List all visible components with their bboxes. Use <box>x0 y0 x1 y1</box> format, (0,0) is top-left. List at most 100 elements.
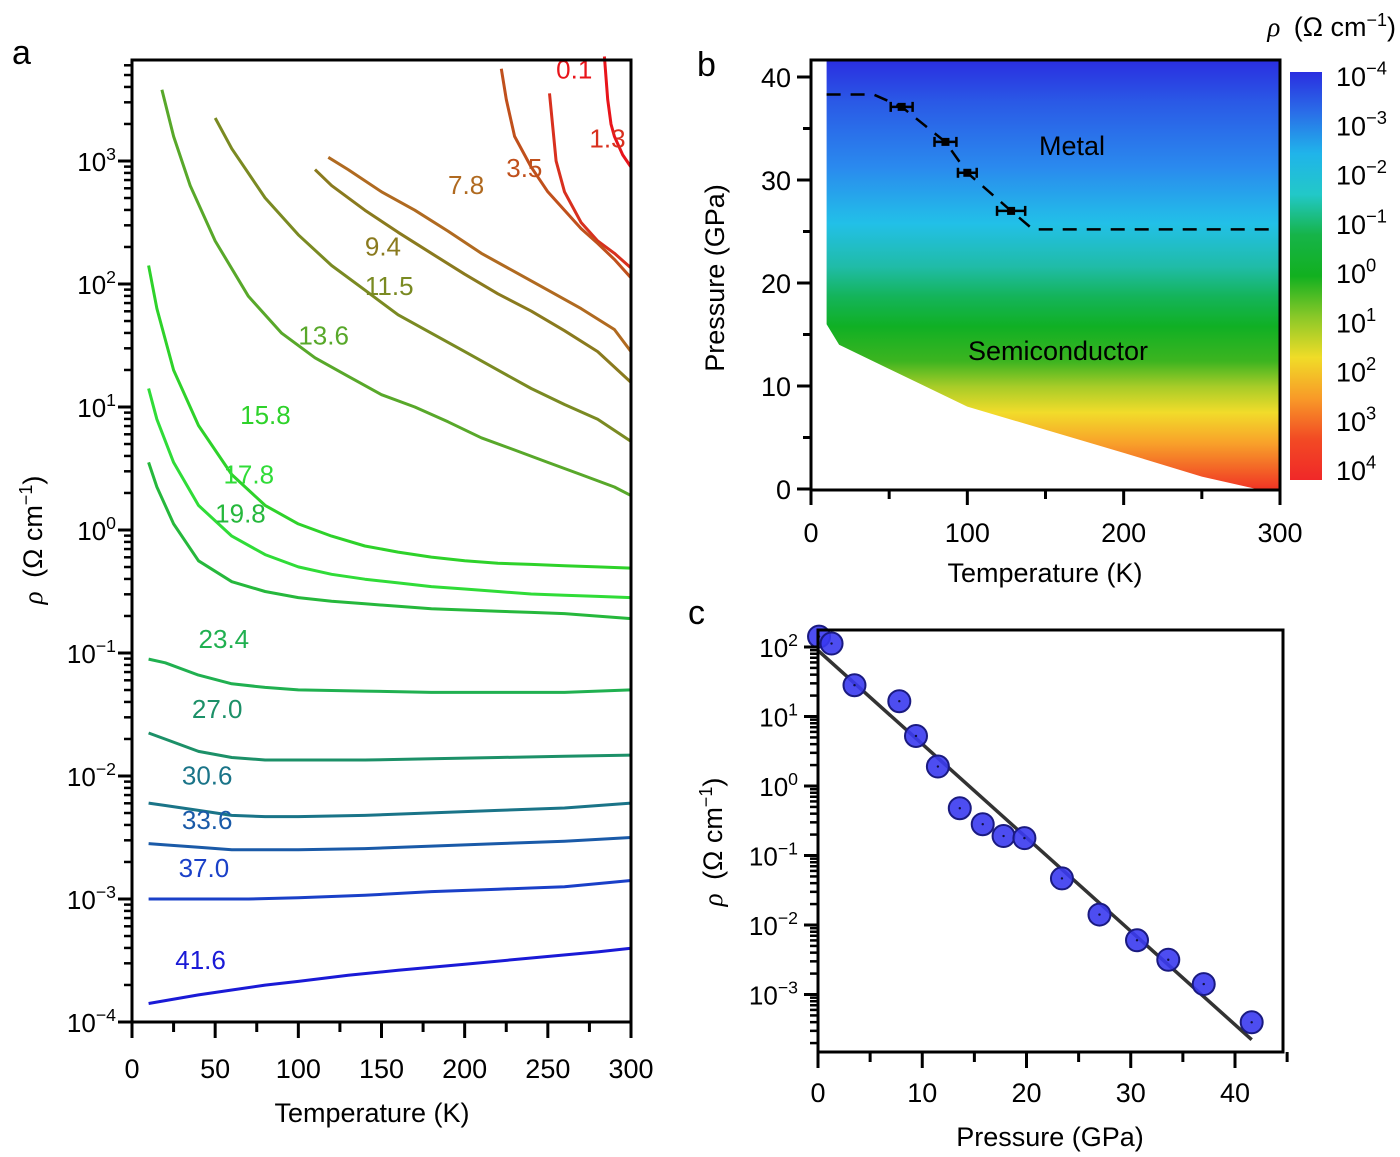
x-tick-label: 300 <box>1257 518 1302 548</box>
y-tick-label: 102 <box>759 630 798 663</box>
curve-label-37.0: 37.0 <box>179 853 230 883</box>
curve-23.4 <box>148 657 632 694</box>
fit-line <box>816 649 1253 1041</box>
y-tick-label: 101 <box>759 700 798 733</box>
colorbar-tick-label: 10−3 <box>1336 107 1387 141</box>
y-tick-label: 30 <box>761 166 791 196</box>
data-point <box>1239 1010 1264 1035</box>
curve-label-7.8: 7.8 <box>448 170 484 200</box>
data-point <box>1049 866 1074 891</box>
boundary-data-points <box>889 101 1027 216</box>
panel-c-y-ticks: 102 101 100 10−1 10−2 10−3 <box>749 630 818 1045</box>
curve-label-19.8: 19.8 <box>215 499 266 529</box>
panel-c-points <box>807 624 1264 1035</box>
point-center <box>853 684 856 687</box>
panel-c-x-ticks: 0 10 20 30 40 <box>810 1052 1289 1108</box>
x-tick-label: 10 <box>907 1078 937 1108</box>
data-point <box>947 796 972 821</box>
point-center <box>1060 877 1064 880</box>
curve-27.0 <box>148 731 632 762</box>
point-center <box>914 734 918 738</box>
curve-0.1 <box>602 56 633 168</box>
colorbar-title: ρ (Ω cm−1) <box>1266 10 1396 42</box>
x-tick-label: 150 <box>359 1054 404 1084</box>
colorbar-tick-label: 10−1 <box>1336 205 1387 239</box>
curve-11.5 <box>213 117 632 443</box>
y-tick-label: 100 <box>77 513 116 546</box>
curve-label-15.8: 15.8 <box>240 400 291 430</box>
panel-b-x-ticks: 0 100 200 300 <box>803 489 1303 548</box>
panel-label-c: c <box>688 594 705 632</box>
x-tick-label: 0 <box>124 1054 139 1084</box>
panel-c-x-axis-label: Pressure (GPa) <box>956 1122 1144 1152</box>
svg-text:ρ (Ω cm−1): ρ (Ω cm−1) <box>696 778 728 908</box>
y-tick-label: 40 <box>761 63 791 93</box>
data-point <box>991 824 1016 849</box>
curve-label-27.0: 27.0 <box>192 694 243 724</box>
data-point <box>842 673 867 698</box>
data-point <box>925 754 950 779</box>
curve-17.8 <box>147 388 632 600</box>
region-label-semiconductor: Semiconductor <box>968 336 1148 366</box>
panel-a-y-ticks: 10−4 10−3 10−2 10−1 100 101 102 103 <box>67 64 132 1038</box>
curve-19.8 <box>147 461 632 621</box>
point-center <box>1002 834 1005 838</box>
data-point <box>1125 928 1150 953</box>
y-tick-label: 102 <box>77 267 116 300</box>
colorbar-tick-label: 104 <box>1336 452 1376 486</box>
x-tick-label: 100 <box>945 518 990 548</box>
y-tick-label: 10 <box>761 372 791 402</box>
data-point <box>887 689 912 714</box>
curve-13.6 <box>160 89 632 497</box>
colorbar <box>1290 72 1322 480</box>
y-tick-label: 20 <box>761 269 791 299</box>
metal-semiconductor-boundary-line <box>826 93 1280 231</box>
panel-c-resistivity-vs-pressure: 102 101 100 10−1 10−2 10−3 0 10 20 30 40 Pressure… <box>696 624 1289 1152</box>
svg-text:ρ (Ω cm−1): ρ (Ω cm−1) <box>16 476 48 606</box>
panel-b-x-axis-label: Temperature (K) <box>947 558 1142 588</box>
point-center <box>958 807 961 810</box>
panel-a-curve-labels: 0.11.33.57.89.411.513.615.817.819.823.42… <box>175 55 625 976</box>
point-center <box>1250 1021 1253 1024</box>
y-tick-label: 0 <box>776 475 791 505</box>
curve-1.3 <box>548 93 632 270</box>
point-center <box>1023 836 1026 840</box>
colorbar-tick-label: 101 <box>1336 304 1376 338</box>
point-center <box>1202 982 1205 986</box>
curve-label-11.5: 11.5 <box>365 271 414 301</box>
panel-label-b: b <box>697 46 716 84</box>
curve-37.0 <box>148 879 632 901</box>
y-tick-label: 10−1 <box>749 839 798 872</box>
point-center <box>1167 958 1170 961</box>
curve-label-9.4: 9.4 <box>365 232 401 262</box>
x-tick-label: 30 <box>1116 1078 1146 1108</box>
x-tick-label: 200 <box>1101 518 1146 548</box>
panel-c-frame <box>816 628 1285 1054</box>
colorbar-tick-labels: 10−4 10−3 10−2 10−1 100 101 102 103 104 <box>1336 58 1387 486</box>
x-tick-label: 300 <box>608 1054 653 1084</box>
region-label-metal: Metal <box>1039 131 1105 161</box>
data-point <box>970 812 995 837</box>
y-tick-label: 10−1 <box>67 636 116 669</box>
curve-41.6 <box>148 946 632 1005</box>
curve-33.6 <box>148 836 632 852</box>
colorbar-tick-label: 102 <box>1336 353 1376 387</box>
x-tick-label: 0 <box>803 518 818 548</box>
point-marker <box>897 102 906 111</box>
curve-label-33.6: 33.6 <box>182 805 233 835</box>
curve-label-1.3: 1.3 <box>589 123 625 153</box>
curve-30.6 <box>148 801 632 819</box>
colorbar-tick-label: 100 <box>1336 255 1376 289</box>
panel-a-curves <box>147 56 633 1005</box>
x-tick-label: 250 <box>525 1054 570 1084</box>
boundary-point <box>889 101 914 112</box>
data-point <box>819 631 844 656</box>
y-tick-label: 10−2 <box>749 908 798 941</box>
panel-a-resistivity-vs-temperature: 0.11.33.57.89.411.513.615.817.819.823.42… <box>16 55 654 1128</box>
panel-a-y-axis-label: ρ (Ω cm−1) <box>16 476 48 606</box>
curve-15.8 <box>147 265 632 570</box>
point-center <box>898 700 901 703</box>
x-tick-label: 40 <box>1220 1078 1250 1108</box>
data-point <box>1191 972 1216 997</box>
x-tick-label: 0 <box>810 1078 825 1108</box>
